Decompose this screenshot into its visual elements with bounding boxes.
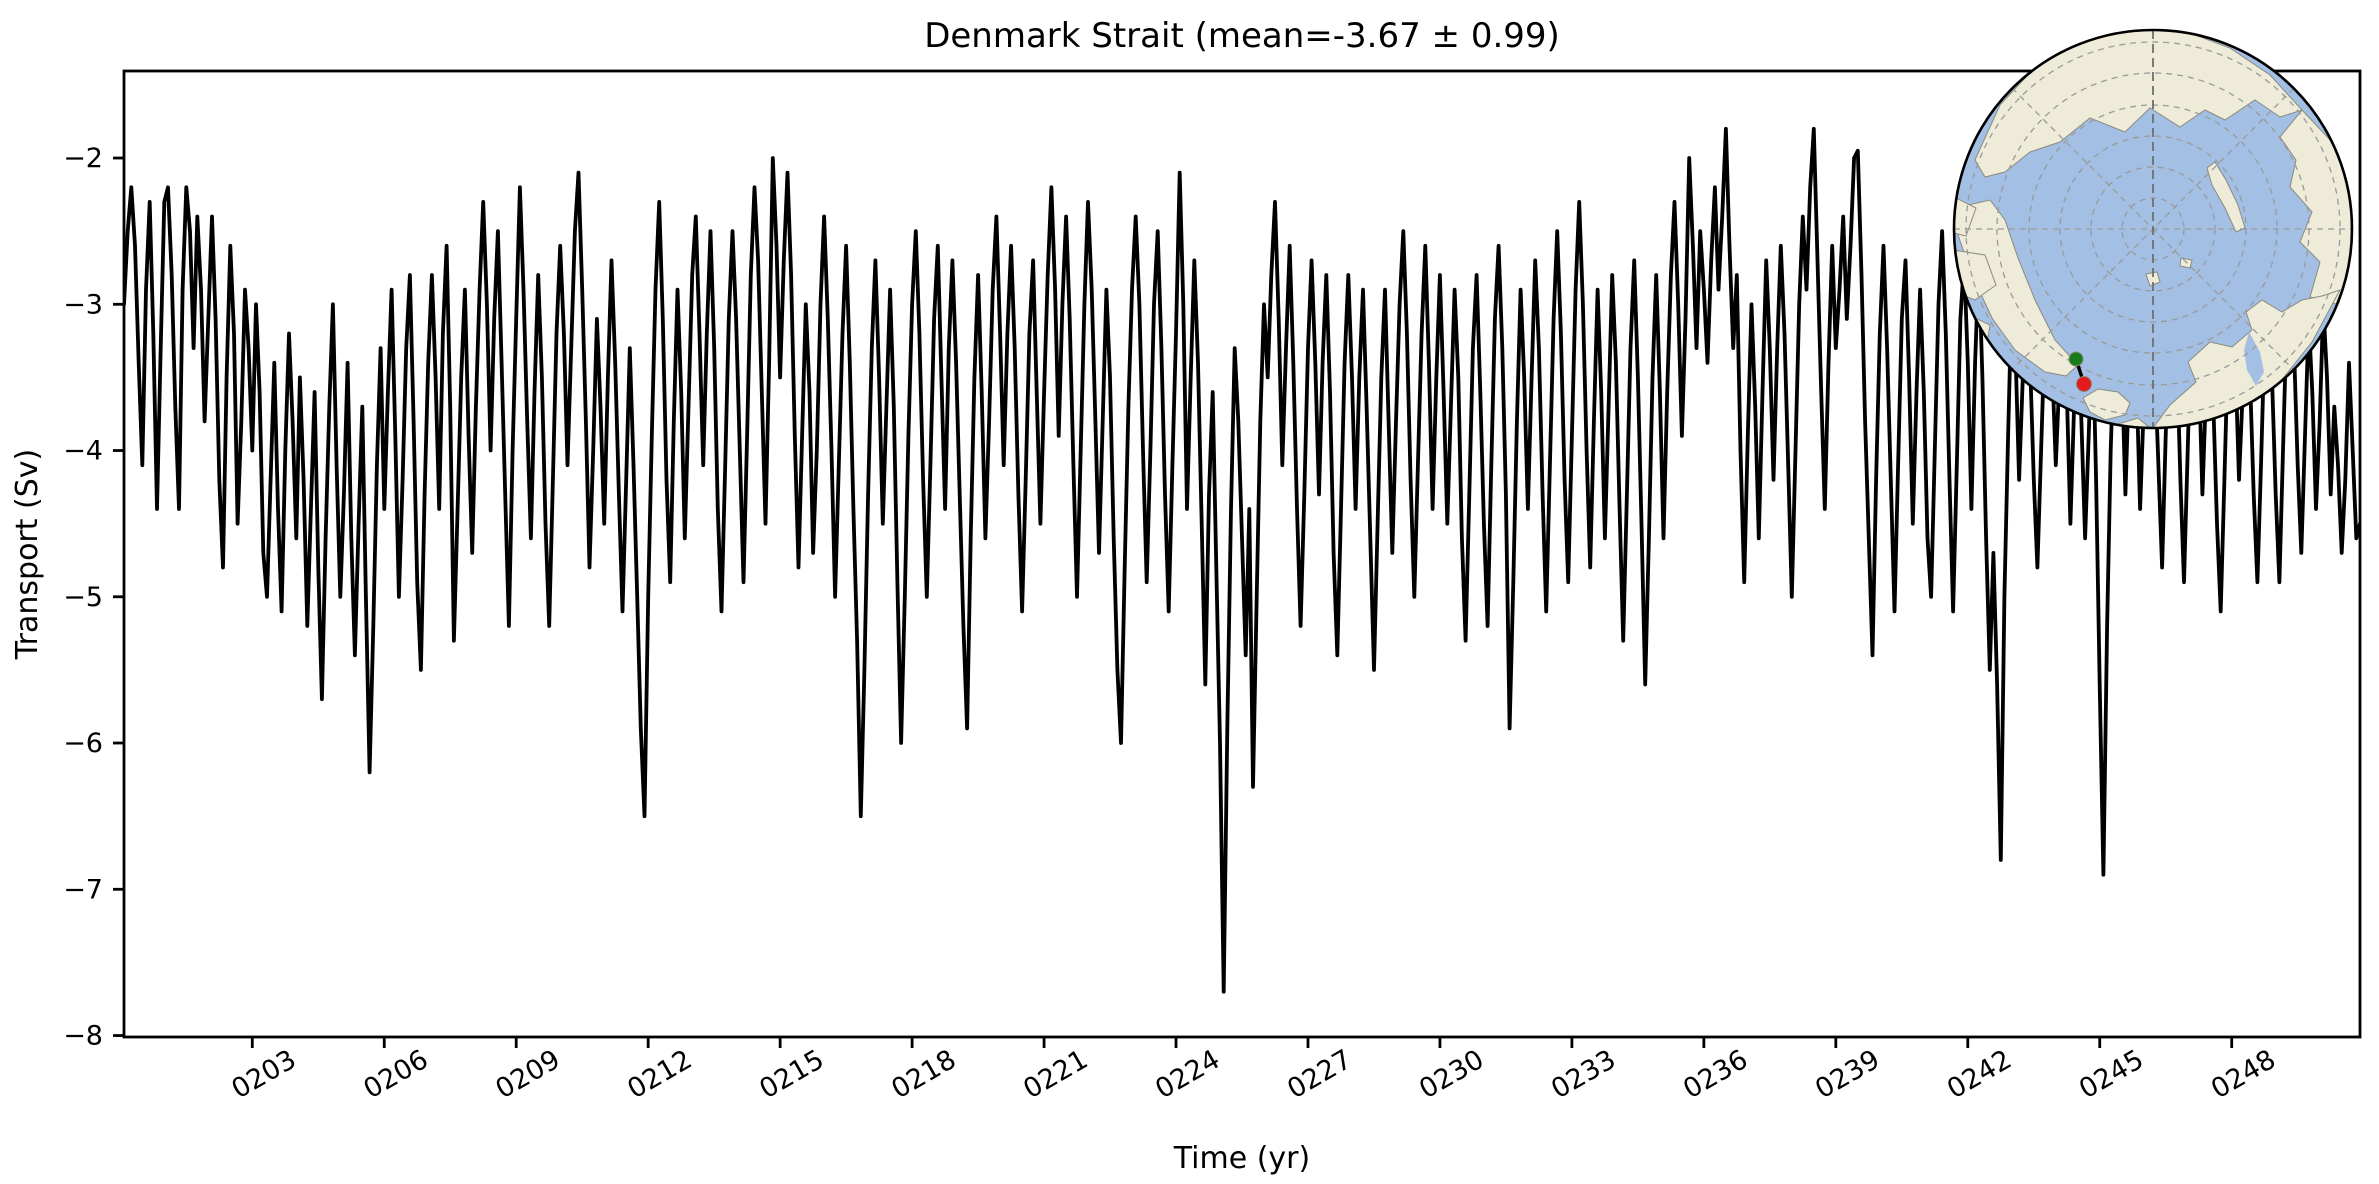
land-novaya-zemlya [2206,161,2246,233]
y-tick-label: −5 [63,582,103,613]
transport-line [124,126,2360,994]
x-tick-label: 0236 [1678,1044,1753,1105]
map-border [1952,28,2354,430]
x-tick-label: 0239 [1810,1044,1885,1105]
section-point-green [2068,351,2084,367]
x-tick-label: 0227 [1282,1044,1357,1105]
land-iceland [2082,388,2131,421]
x-axis-ticks: 0203 0206 0209 0212 0215 0218 0221 0224 0227 0230… [227,1037,2281,1105]
x-tick-label: 0212 [622,1044,697,1105]
y-axis-ticks: −2 −3 −4 −5 −6 −7 −8 [63,143,124,1052]
x-tick-label: 0230 [1414,1044,1489,1105]
chart-title: Denmark Strait (mean=-3.67 ± 0.99) [924,16,1560,56]
plot-border [122,69,2362,1039]
y-tick-label: −7 [63,874,103,905]
x-tick-label: 0215 [754,1044,829,1105]
map-inset [1952,28,2354,430]
x-tick-label: 0221 [1018,1044,1093,1105]
x-tick-label: 0242 [1942,1044,2017,1105]
x-tick-label: 0203 [227,1044,302,1105]
x-axis-label: Time (yr) [1173,1141,1310,1176]
y-tick-label: −4 [63,436,103,467]
sea-baltic [2244,332,2264,386]
land-franz-josef [2179,257,2193,269]
y-tick-label: −2 [63,143,103,174]
x-tick-label: 0206 [359,1044,434,1105]
y-axis-label: Transport (Sv) [10,449,45,661]
y-tick-label: −3 [63,289,103,320]
x-tick-label: 0248 [2206,1044,2281,1105]
section-point-red [2076,376,2092,392]
x-tick-label: 0233 [1546,1044,1621,1105]
x-tick-label: 0224 [1150,1044,1225,1105]
x-tick-label: 0218 [886,1044,961,1105]
y-tick-label: −6 [63,728,103,759]
x-tick-label: 0209 [490,1044,565,1105]
graticule [1954,30,2352,428]
x-tick-label: 0245 [2074,1044,2149,1105]
y-tick-label: −8 [63,1021,103,1052]
